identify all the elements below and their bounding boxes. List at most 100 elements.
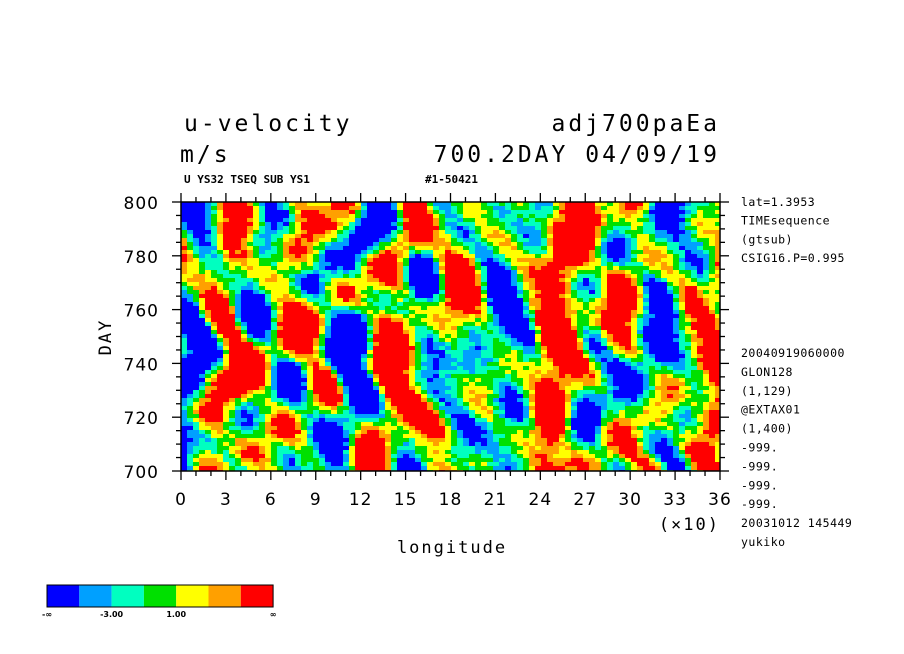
heatmap-cell [505, 398, 511, 402]
heatmap-cell [553, 286, 559, 290]
heatmap-cell [409, 346, 415, 350]
heatmap-cell [271, 286, 277, 290]
heatmap-cell [583, 246, 589, 250]
heatmap-cell [655, 310, 661, 314]
heatmap-cell [217, 322, 223, 326]
heatmap-cell [643, 214, 649, 218]
heatmap-cell [289, 270, 295, 274]
heatmap-cell [391, 342, 397, 346]
heatmap-cell [451, 242, 457, 246]
heatmap-cell [679, 218, 685, 222]
heatmap-cell [595, 330, 601, 334]
heatmap-cell [523, 314, 529, 318]
heatmap-cell [211, 378, 217, 382]
heatmap-cell [211, 270, 217, 274]
heatmap-cell [241, 366, 247, 370]
heatmap-cell [487, 370, 493, 374]
heatmap-cell [499, 414, 505, 418]
heatmap-cell [607, 406, 613, 410]
heatmap-cell [193, 290, 199, 294]
heatmap-cell [283, 414, 289, 418]
heatmap-cell [667, 346, 673, 350]
heatmap-cell [283, 254, 289, 258]
heatmap-cell [655, 226, 661, 230]
heatmap-cell [469, 206, 475, 210]
heatmap-cell [211, 330, 217, 334]
heatmap-cell [589, 206, 595, 210]
heatmap-cell [421, 358, 427, 362]
heatmap-cell [187, 226, 193, 230]
heatmap-cell [301, 394, 307, 398]
heatmap-cell [439, 302, 445, 306]
heatmap-cell [583, 230, 589, 234]
heatmap-cell [295, 406, 301, 410]
heatmap-cell [259, 394, 265, 398]
heatmap-cell [499, 294, 505, 298]
heatmap-cell [337, 334, 343, 338]
heatmap-cell [661, 274, 667, 278]
heatmap-cell [223, 266, 229, 270]
heatmap-cell [553, 402, 559, 406]
heatmap-cell [565, 390, 571, 394]
heatmap-cell [451, 366, 457, 370]
heatmap-cell [691, 242, 697, 246]
heatmap-cell [571, 382, 577, 386]
heatmap-cell [181, 302, 187, 306]
heatmap-cell [385, 326, 391, 330]
heatmap-cell [661, 310, 667, 314]
heatmap-cell [181, 414, 187, 418]
heatmap-cell [355, 230, 361, 234]
heatmap-cell [529, 294, 535, 298]
heatmap-cell [523, 238, 529, 242]
heatmap-cell [487, 318, 493, 322]
heatmap-cell [445, 386, 451, 390]
heatmap-cell [553, 238, 559, 242]
heatmap-cell [685, 230, 691, 234]
heatmap-cell [655, 326, 661, 330]
heatmap-cell [349, 338, 355, 342]
heatmap-cell [403, 222, 409, 226]
heatmap-cell [253, 346, 259, 350]
heatmap-cell [331, 206, 337, 210]
heatmap-cell [325, 306, 331, 310]
heatmap-cell [559, 226, 565, 230]
heatmap-cell [589, 358, 595, 362]
heatmap-cell [475, 246, 481, 250]
heatmap-cell [577, 210, 583, 214]
heatmap-cell [445, 402, 451, 406]
heatmap-cell [307, 358, 313, 362]
heatmap-cell [283, 274, 289, 278]
heatmap-cell [649, 282, 655, 286]
heatmap-cell [511, 326, 517, 330]
heatmap-cell [439, 322, 445, 326]
heatmap-cell [715, 290, 720, 294]
heatmap-cell [679, 322, 685, 326]
heatmap-cell [517, 322, 523, 326]
heatmap-cell [685, 242, 691, 246]
heatmap-cell [187, 334, 193, 338]
heatmap-cell [661, 254, 667, 258]
heatmap-cell [511, 230, 517, 234]
heatmap-cell [373, 318, 379, 322]
heatmap-cell [373, 290, 379, 294]
heatmap-cell [601, 298, 607, 302]
heatmap-cell [235, 330, 241, 334]
heatmap-cell [547, 290, 553, 294]
heatmap-cell [481, 282, 487, 286]
heatmap-cell [595, 374, 601, 378]
heatmap-cell [349, 330, 355, 334]
heatmap-cell [361, 286, 367, 290]
heatmap-cell [709, 282, 715, 286]
heatmap-cell [313, 418, 319, 422]
heatmap-cell [271, 222, 277, 226]
heatmap-cell [535, 338, 541, 342]
heatmap-cell [607, 278, 613, 282]
heatmap-cell [691, 370, 697, 374]
heatmap-cell [313, 342, 319, 346]
heatmap-cell [715, 294, 720, 298]
heatmap-cell [385, 234, 391, 238]
heatmap-cell [595, 302, 601, 306]
heatmap-cell [481, 270, 487, 274]
heatmap-cell [673, 414, 679, 418]
heatmap-cell [607, 342, 613, 346]
